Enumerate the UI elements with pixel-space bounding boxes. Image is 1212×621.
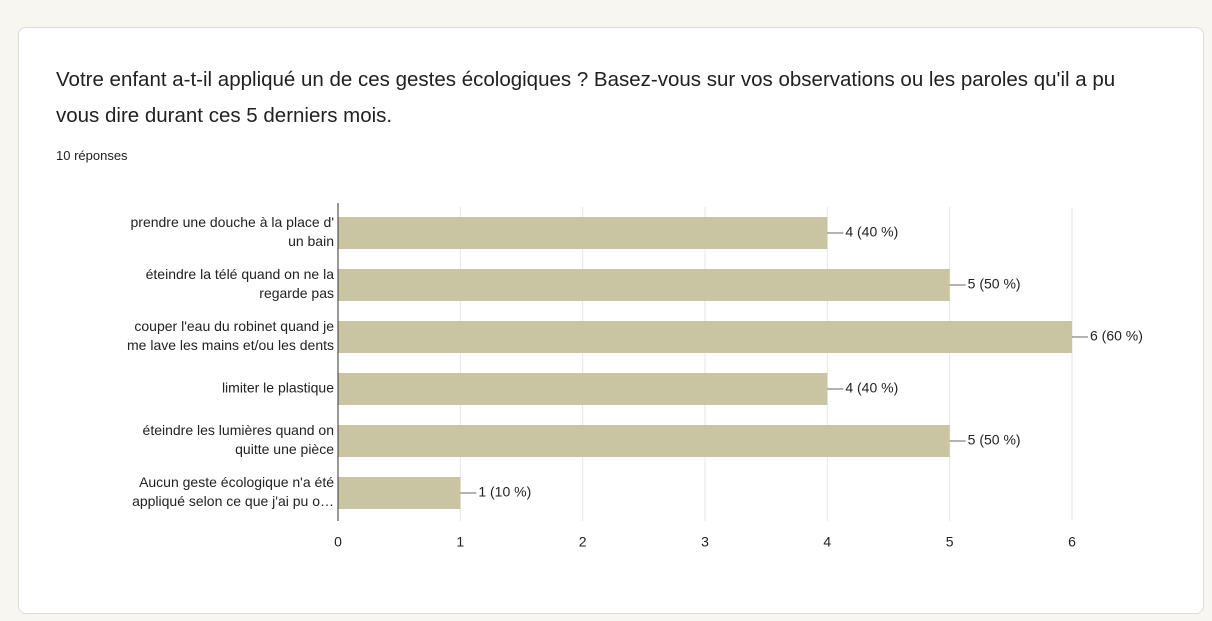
bar [338,217,828,249]
x-tick-label: 4 [823,534,831,550]
y-tick-label: quitte une pièce [235,441,334,457]
y-tick-label: me lave les mains et/ou les dents [127,337,334,353]
y-tick-label: appliqué selon ce que j'ai pu o… [132,493,334,509]
response-count: 10 réponses [56,148,128,163]
y-tick-label: limiter le plastique [222,380,334,396]
bar [338,321,1072,353]
x-tick-label: 3 [701,534,709,550]
y-tick-label: couper l'eau du robinet quand je [134,318,334,334]
card: Votre enfant a-t-il appliqué un de ces g… [18,27,1204,614]
bar [338,373,828,405]
bar [338,477,461,509]
x-tick-label: 5 [946,534,954,550]
value-label: 1 (10 %) [478,484,531,500]
value-label: 4 (40 %) [845,380,898,396]
value-label: 5 (50 %) [968,432,1021,448]
x-tick-label: 1 [456,534,464,550]
bar [338,269,950,301]
value-label: 6 (60 %) [1090,328,1143,344]
x-tick-label: 0 [334,534,342,550]
value-label: 5 (50 %) [968,276,1021,292]
y-tick-label: un bain [288,233,334,249]
y-tick-label: regarde pas [259,285,334,301]
value-label: 4 (40 %) [845,224,898,240]
y-tick-label: éteindre la télé quand on ne la [146,266,335,282]
question-title: Votre enfant a-t-il appliqué un de ces g… [56,68,1116,127]
y-tick-label: éteindre les lumières quand on [143,422,334,438]
y-tick-label: Aucun geste écologique n'a été [139,474,334,490]
x-tick-label: 2 [579,534,587,550]
y-tick-label: prendre une douche à la place d' [131,214,335,230]
x-tick-label: 6 [1068,534,1076,550]
bar [338,425,950,457]
